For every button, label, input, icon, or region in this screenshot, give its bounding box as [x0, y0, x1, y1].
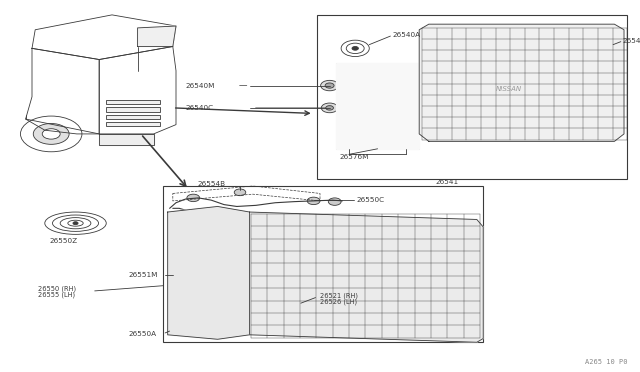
Text: 26550A: 26550A [128, 331, 156, 337]
Text: 26550C: 26550C [356, 197, 385, 203]
Text: 26550Z: 26550Z [50, 238, 78, 244]
Circle shape [187, 194, 200, 202]
Polygon shape [250, 212, 483, 342]
Text: 26540M: 26540M [186, 83, 215, 89]
Circle shape [194, 266, 213, 277]
Circle shape [178, 245, 206, 261]
Bar [163, 186, 483, 342]
Circle shape [178, 219, 206, 235]
Circle shape [307, 197, 320, 205]
Text: 26576M: 26576M [339, 154, 369, 160]
Circle shape [184, 222, 200, 231]
Polygon shape [99, 134, 154, 145]
Circle shape [234, 189, 246, 196]
Circle shape [184, 271, 200, 280]
Circle shape [73, 222, 78, 225]
Polygon shape [419, 24, 624, 141]
Circle shape [184, 293, 200, 302]
Bar [106, 100, 160, 104]
Circle shape [321, 103, 338, 113]
Polygon shape [32, 15, 176, 60]
Circle shape [328, 198, 341, 205]
Circle shape [20, 116, 82, 152]
Circle shape [325, 83, 334, 88]
Bar [342, 69, 412, 100]
Bar [336, 63, 419, 149]
Bar [106, 115, 160, 119]
Circle shape [42, 129, 60, 139]
Bar [106, 107, 160, 112]
Circle shape [184, 248, 200, 257]
Circle shape [33, 124, 69, 144]
Polygon shape [26, 48, 99, 134]
Text: 26554B: 26554B [197, 181, 225, 187]
Text: 26543: 26543 [622, 38, 640, 44]
Circle shape [321, 80, 339, 91]
Text: 26551M: 26551M [128, 272, 157, 278]
Circle shape [352, 46, 358, 50]
Bar [317, 15, 627, 179]
Text: 26526 (LH): 26526 (LH) [320, 299, 357, 305]
Text: 26550 (RH): 26550 (RH) [38, 285, 77, 292]
Polygon shape [138, 26, 176, 46]
Text: 26541: 26541 [435, 179, 458, 185]
Circle shape [178, 289, 206, 306]
Text: A265 10 P0: A265 10 P0 [585, 359, 627, 365]
Bar [342, 107, 412, 142]
Text: NISSAN: NISSAN [496, 86, 522, 92]
Text: 26521 (RH): 26521 (RH) [320, 292, 358, 299]
Text: 26540C: 26540C [186, 105, 214, 111]
Polygon shape [336, 63, 419, 149]
Polygon shape [99, 46, 176, 134]
Polygon shape [168, 206, 250, 339]
Circle shape [326, 106, 333, 110]
Bar [106, 122, 160, 126]
Circle shape [178, 267, 206, 283]
Text: 26555 (LH): 26555 (LH) [38, 291, 76, 298]
Text: 26540A: 26540A [392, 32, 420, 38]
